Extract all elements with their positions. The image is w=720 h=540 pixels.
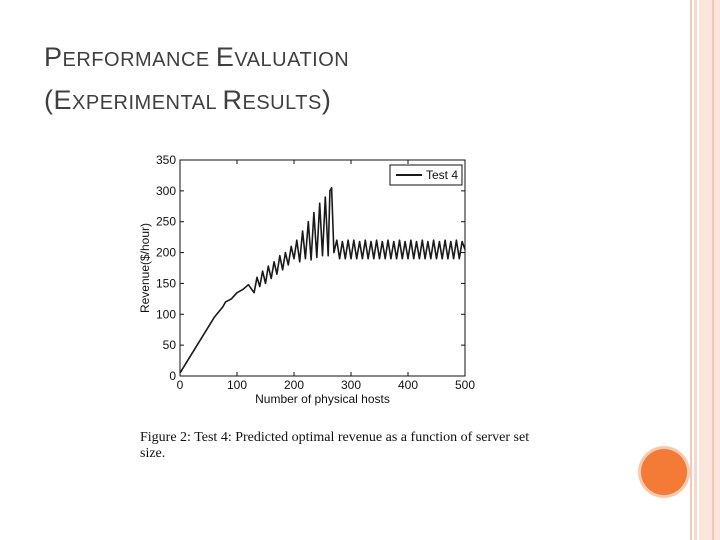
series-line-test-4 (179, 186, 466, 374)
y-tick-label: 200 (156, 246, 176, 260)
slide-title-line-2: (EXPERIMENTAL RESULTS) (44, 81, 349, 124)
figure-caption: Figure 2: Test 4: Predicted optimal reve… (140, 430, 530, 461)
title-text: E (215, 42, 235, 72)
slide-title: PERFORMANCE EVALUATION (EXPERIMENTAL RES… (44, 38, 349, 124)
legend-label: Test 4 (426, 168, 458, 182)
slide-title-line-1: PERFORMANCE EVALUATION (44, 38, 349, 81)
x-tick-label: 500 (455, 378, 475, 392)
decorative-circle (641, 449, 687, 495)
axis-ticks: 0 100 200 300 400 500 0 50 100 150 200 250 300 350 (156, 153, 475, 392)
x-tick-label: 0 (177, 378, 184, 392)
x-tick-label: 200 (284, 378, 304, 392)
y-tick-label: 300 (156, 184, 176, 198)
title-text: XPERIMENTAL (72, 92, 223, 114)
title-text: ERFORMANCE (62, 49, 216, 71)
y-axis-label: Revenue($/hour) (138, 223, 152, 313)
line-chart: 0 100 200 300 400 500 0 50 100 150 200 250 300 350 Te… (138, 153, 475, 406)
y-tick-label: 50 (163, 338, 177, 352)
border-stripe (694, 0, 697, 540)
legend: Test 4 (389, 164, 463, 186)
title-text: ESULTS (242, 92, 322, 114)
x-axis-label: Number of physical hosts (255, 392, 390, 406)
border-stripe (690, 0, 692, 540)
x-tick-label: 100 (227, 378, 247, 392)
x-tick-label: 300 (341, 378, 361, 392)
x-tick-label: 400 (398, 378, 418, 392)
title-text: ( (44, 85, 54, 115)
y-tick-label: 350 (156, 153, 176, 167)
border-stripe (712, 0, 714, 540)
y-tick-label: 0 (169, 369, 176, 383)
legend-box (389, 164, 463, 186)
title-text: E (53, 85, 73, 115)
y-tick-label: 150 (156, 276, 176, 290)
chart-figure: 0 100 200 300 400 500 0 50 100 150 200 250 300 350 Te… (133, 152, 483, 412)
title-text: ) (321, 85, 332, 115)
y-tick-label: 100 (156, 307, 176, 321)
title-text: P (44, 42, 63, 72)
title-text: R (222, 85, 243, 115)
y-tick-label: 250 (156, 215, 176, 229)
title-text: VALUATION (234, 49, 350, 71)
plot-area (179, 159, 466, 377)
border-stripe (699, 0, 720, 540)
series-layer (179, 186, 466, 374)
